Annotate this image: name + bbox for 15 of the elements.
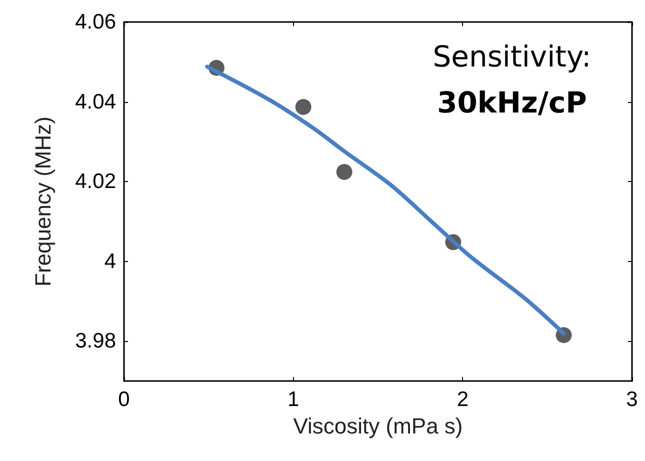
annotation: 30kHz/cP <box>437 86 587 120</box>
y-tick-label: 4.02 <box>75 170 116 194</box>
annotation: Sensitivity: <box>432 40 592 74</box>
x-axis-title: Viscosity (mPa s) <box>293 413 463 438</box>
x-tick-label: 2 <box>456 388 469 411</box>
point <box>336 164 352 180</box>
y-tick-label: 3.98 <box>75 330 116 353</box>
y-tick-label: 4.04 <box>75 90 116 114</box>
point <box>295 98 312 115</box>
y-tick-label: 4.06 <box>75 10 116 34</box>
x-tick-label: 1 <box>287 388 300 411</box>
x-tick-label: 0 <box>118 388 130 411</box>
y-axis-title: Frequency (MHz) <box>30 116 56 286</box>
x-tick-label: 3 <box>626 388 638 411</box>
y-tick-label: 4 <box>104 250 116 273</box>
